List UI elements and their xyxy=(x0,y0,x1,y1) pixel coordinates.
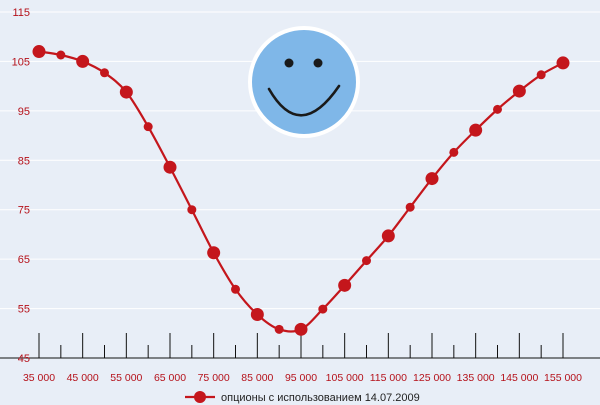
x-tick-label: 105 000 xyxy=(326,372,364,384)
data-point xyxy=(318,304,328,314)
smiley-mouth xyxy=(267,84,341,117)
data-point xyxy=(449,147,459,157)
y-tick-label: 45 xyxy=(18,353,30,365)
y-axis-tick-labels: 45 55 65 75 85 95 105 115 xyxy=(12,7,30,365)
x-tick-label: 35 000 xyxy=(23,372,55,384)
legend-marker xyxy=(194,391,206,403)
smiley-right-eye xyxy=(313,58,323,68)
data-point xyxy=(143,122,153,132)
legend-label: опционы с использованием 14.07.2009 xyxy=(221,392,420,404)
x-tick-label: 145 000 xyxy=(500,372,538,384)
x-axis-ticks xyxy=(38,333,564,358)
x-tick-label: 65 000 xyxy=(154,372,186,384)
y-tick-label: 75 xyxy=(18,205,30,217)
data-point xyxy=(119,85,133,99)
y-tick-label: 115 xyxy=(12,7,30,19)
x-tick-label: 75 000 xyxy=(198,372,230,384)
x-tick-label: 125 000 xyxy=(413,372,451,384)
y-tick-label: 85 xyxy=(18,155,30,167)
data-point xyxy=(207,246,221,260)
data-point xyxy=(493,104,502,114)
y-tick-label: 55 xyxy=(18,304,30,316)
data-point xyxy=(512,84,526,98)
y-tick-label: 65 xyxy=(18,254,30,266)
smiley-face-icon xyxy=(248,26,360,138)
data-point xyxy=(556,56,570,70)
data-point xyxy=(32,45,46,59)
smiley-left-eye xyxy=(284,58,294,68)
data-point xyxy=(56,50,66,60)
data-point xyxy=(187,205,197,215)
x-tick-label: 95 000 xyxy=(285,372,317,384)
data-point xyxy=(405,202,415,212)
data-point xyxy=(231,284,240,294)
y-tick-label: 105 xyxy=(12,56,30,68)
data-point xyxy=(76,54,90,68)
data-point xyxy=(362,256,371,266)
data-point xyxy=(536,70,546,80)
data-point xyxy=(381,229,395,243)
x-tick-label: 135 000 xyxy=(457,372,495,384)
data-point xyxy=(100,68,109,78)
x-tick-label: 45 000 xyxy=(67,372,99,384)
data-point xyxy=(338,278,352,292)
smiley-face-circle xyxy=(248,26,360,138)
x-tick-label: 115 000 xyxy=(370,372,407,384)
x-tick-label: 55 000 xyxy=(110,372,142,384)
data-point xyxy=(469,123,483,137)
x-tick-label: 155 000 xyxy=(544,372,582,384)
data-point xyxy=(425,172,439,186)
data-point xyxy=(163,160,177,174)
data-point xyxy=(274,324,284,334)
x-tick-label: 85 000 xyxy=(241,372,273,384)
data-point xyxy=(250,308,264,322)
series-markers xyxy=(32,45,570,336)
data-point xyxy=(294,322,308,336)
y-tick-label: 95 xyxy=(18,106,30,118)
x-axis-tick-labels: 35 000 45 000 55 000 65 000 75 000 85 000 95 0… xyxy=(23,372,582,384)
legend: опционы с использованием 14.07.2009 xyxy=(185,391,420,404)
